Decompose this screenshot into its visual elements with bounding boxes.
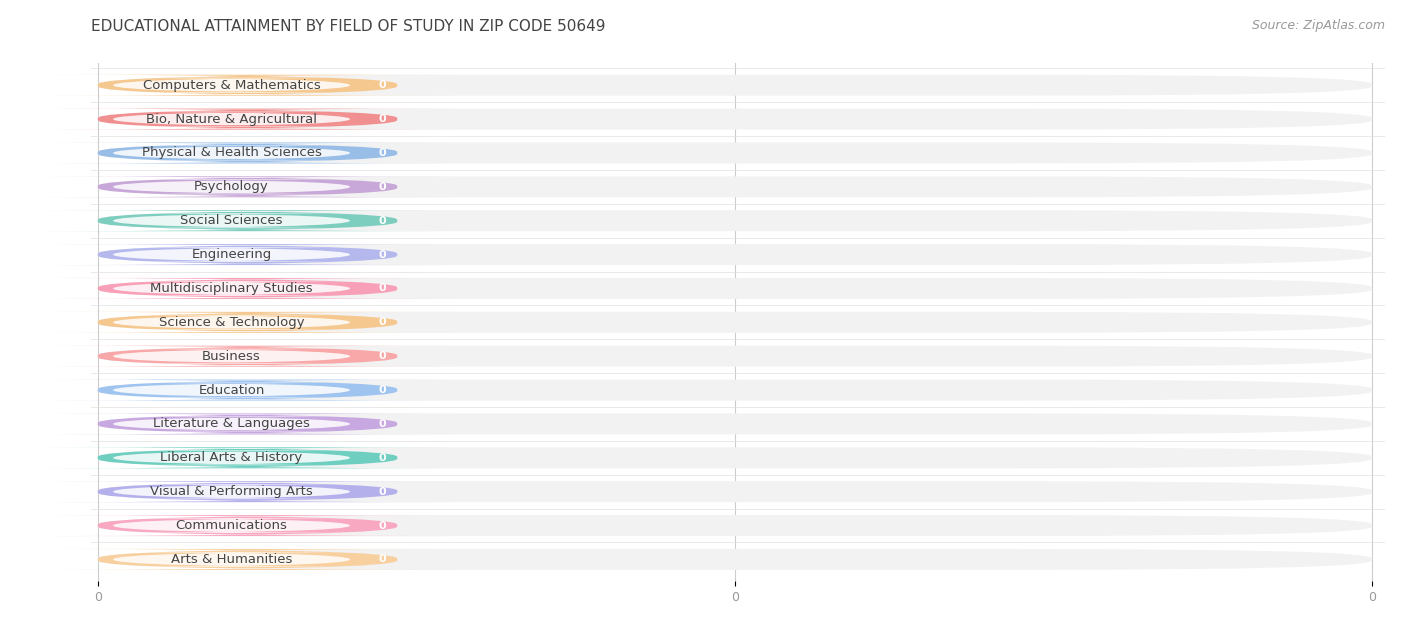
Text: Computers & Mathematics: Computers & Mathematics: [142, 79, 321, 92]
FancyBboxPatch shape: [70, 247, 394, 262]
FancyBboxPatch shape: [41, 481, 454, 502]
FancyBboxPatch shape: [41, 278, 454, 299]
FancyBboxPatch shape: [70, 78, 394, 93]
Text: Bio, Nature & Agricultural: Bio, Nature & Agricultural: [146, 112, 318, 126]
Text: Physical & Health Sciences: Physical & Health Sciences: [142, 147, 322, 159]
FancyBboxPatch shape: [70, 179, 394, 194]
FancyBboxPatch shape: [70, 349, 394, 363]
FancyBboxPatch shape: [98, 346, 1372, 367]
FancyBboxPatch shape: [70, 281, 394, 296]
FancyBboxPatch shape: [70, 518, 394, 533]
FancyBboxPatch shape: [41, 413, 454, 434]
FancyBboxPatch shape: [41, 176, 454, 197]
FancyBboxPatch shape: [70, 112, 394, 126]
Text: Visual & Performing Arts: Visual & Performing Arts: [150, 485, 314, 498]
FancyBboxPatch shape: [41, 380, 454, 401]
Text: 0: 0: [378, 182, 385, 192]
FancyBboxPatch shape: [98, 75, 1372, 95]
FancyBboxPatch shape: [41, 549, 454, 570]
FancyBboxPatch shape: [41, 210, 454, 231]
FancyBboxPatch shape: [41, 109, 454, 130]
Text: Engineering: Engineering: [191, 248, 271, 261]
FancyBboxPatch shape: [70, 213, 394, 228]
Text: 0: 0: [378, 351, 385, 362]
FancyBboxPatch shape: [98, 447, 1372, 468]
FancyBboxPatch shape: [70, 552, 394, 567]
FancyBboxPatch shape: [98, 244, 1372, 265]
Text: 0: 0: [378, 487, 385, 497]
Text: Source: ZipAtlas.com: Source: ZipAtlas.com: [1251, 19, 1385, 32]
FancyBboxPatch shape: [41, 142, 454, 164]
Text: Communications: Communications: [176, 519, 287, 532]
FancyBboxPatch shape: [98, 278, 1372, 299]
Text: 0: 0: [378, 216, 385, 226]
FancyBboxPatch shape: [98, 109, 1372, 130]
FancyBboxPatch shape: [41, 244, 454, 265]
Text: 0: 0: [378, 521, 385, 530]
FancyBboxPatch shape: [98, 142, 1372, 164]
FancyBboxPatch shape: [98, 312, 1372, 333]
Text: 0: 0: [378, 114, 385, 124]
Text: Education: Education: [198, 384, 264, 396]
FancyBboxPatch shape: [70, 382, 394, 398]
Text: Liberal Arts & History: Liberal Arts & History: [160, 451, 302, 465]
Text: 0: 0: [378, 419, 385, 429]
FancyBboxPatch shape: [41, 346, 454, 367]
Text: Psychology: Psychology: [194, 180, 269, 193]
Text: EDUCATIONAL ATTAINMENT BY FIELD OF STUDY IN ZIP CODE 50649: EDUCATIONAL ATTAINMENT BY FIELD OF STUDY…: [91, 19, 606, 34]
Text: 0: 0: [378, 148, 385, 158]
FancyBboxPatch shape: [70, 145, 394, 161]
FancyBboxPatch shape: [98, 176, 1372, 197]
FancyBboxPatch shape: [98, 481, 1372, 502]
FancyBboxPatch shape: [41, 75, 454, 95]
Text: Multidisciplinary Studies: Multidisciplinary Studies: [150, 282, 314, 295]
Text: Arts & Humanities: Arts & Humanities: [172, 553, 292, 566]
FancyBboxPatch shape: [70, 315, 394, 330]
Text: Literature & Languages: Literature & Languages: [153, 417, 309, 430]
Text: 0: 0: [378, 554, 385, 564]
FancyBboxPatch shape: [70, 484, 394, 499]
FancyBboxPatch shape: [41, 515, 454, 536]
FancyBboxPatch shape: [98, 210, 1372, 231]
Text: Business: Business: [202, 349, 262, 363]
Text: Science & Technology: Science & Technology: [159, 316, 304, 329]
FancyBboxPatch shape: [98, 549, 1372, 570]
Text: 0: 0: [378, 80, 385, 90]
FancyBboxPatch shape: [98, 515, 1372, 536]
Text: 0: 0: [378, 385, 385, 395]
Text: Social Sciences: Social Sciences: [180, 214, 283, 228]
FancyBboxPatch shape: [70, 451, 394, 465]
FancyBboxPatch shape: [41, 312, 454, 333]
FancyBboxPatch shape: [70, 416, 394, 432]
Text: 0: 0: [378, 250, 385, 260]
FancyBboxPatch shape: [98, 380, 1372, 401]
Text: 0: 0: [378, 317, 385, 327]
Text: 0: 0: [378, 453, 385, 463]
Text: 0: 0: [378, 283, 385, 293]
FancyBboxPatch shape: [98, 413, 1372, 434]
FancyBboxPatch shape: [41, 447, 454, 468]
